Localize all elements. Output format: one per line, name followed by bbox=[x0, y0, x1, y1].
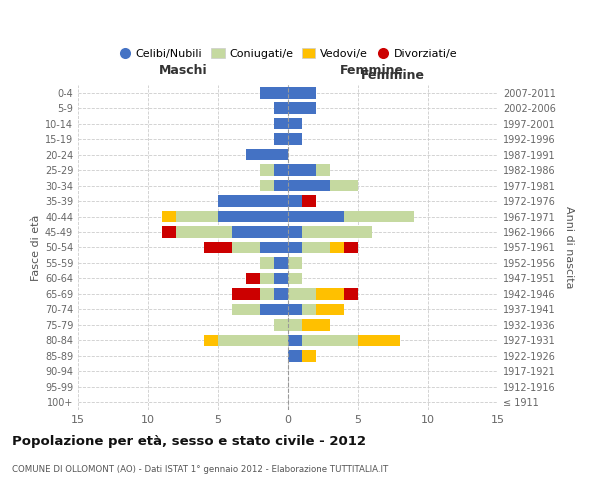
Bar bbox=[260, 164, 274, 176]
Bar bbox=[260, 304, 288, 315]
Bar bbox=[288, 87, 316, 99]
Bar bbox=[232, 242, 260, 254]
Bar bbox=[176, 210, 218, 222]
Bar bbox=[260, 257, 274, 269]
Bar bbox=[260, 272, 274, 284]
Bar bbox=[288, 319, 302, 330]
Bar bbox=[274, 257, 288, 269]
Bar bbox=[302, 242, 330, 254]
Bar bbox=[288, 257, 302, 269]
Y-axis label: Anni di nascita: Anni di nascita bbox=[564, 206, 574, 288]
Bar bbox=[232, 304, 260, 315]
Bar bbox=[274, 180, 288, 192]
Bar bbox=[274, 272, 288, 284]
Bar bbox=[288, 196, 302, 207]
Bar bbox=[288, 118, 302, 130]
Bar bbox=[288, 226, 302, 238]
Bar bbox=[344, 288, 358, 300]
Bar bbox=[162, 226, 176, 238]
Text: Femmine: Femmine bbox=[340, 64, 404, 78]
Bar bbox=[288, 210, 344, 222]
Bar bbox=[246, 149, 288, 160]
Bar bbox=[288, 134, 302, 145]
Bar bbox=[288, 242, 302, 254]
Bar bbox=[218, 210, 288, 222]
Bar bbox=[260, 180, 274, 192]
Bar bbox=[302, 350, 316, 362]
Bar bbox=[176, 226, 232, 238]
Bar bbox=[302, 196, 316, 207]
Bar bbox=[274, 288, 288, 300]
Bar bbox=[204, 242, 232, 254]
Bar bbox=[288, 350, 302, 362]
Bar bbox=[274, 319, 288, 330]
Text: COMUNE DI OLLOMONT (AO) - Dati ISTAT 1° gennaio 2012 - Elaborazione TUTTITALIA.I: COMUNE DI OLLOMONT (AO) - Dati ISTAT 1° … bbox=[12, 465, 388, 474]
Bar bbox=[232, 226, 288, 238]
Bar bbox=[316, 288, 344, 300]
Bar bbox=[274, 102, 288, 114]
Bar bbox=[246, 272, 260, 284]
Bar bbox=[288, 164, 316, 176]
Bar bbox=[274, 134, 288, 145]
Legend: Celibi/Nubili, Coniugati/e, Vedovi/e, Divorziati/e: Celibi/Nubili, Coniugati/e, Vedovi/e, Di… bbox=[118, 48, 458, 59]
Bar bbox=[302, 334, 358, 346]
Text: Popolazione per età, sesso e stato civile - 2012: Popolazione per età, sesso e stato civil… bbox=[12, 435, 366, 448]
Y-axis label: Fasce di età: Fasce di età bbox=[31, 214, 41, 280]
Text: Femmine: Femmine bbox=[361, 68, 425, 82]
Bar bbox=[344, 242, 358, 254]
Text: Maschi: Maschi bbox=[158, 64, 208, 78]
Bar bbox=[288, 180, 330, 192]
Bar bbox=[302, 319, 330, 330]
Bar bbox=[274, 118, 288, 130]
Bar bbox=[316, 304, 344, 315]
Bar bbox=[260, 242, 288, 254]
Bar bbox=[274, 164, 288, 176]
Bar bbox=[316, 164, 330, 176]
Bar bbox=[288, 272, 302, 284]
Bar bbox=[260, 288, 274, 300]
Bar bbox=[288, 304, 302, 315]
Bar bbox=[288, 102, 316, 114]
Bar bbox=[302, 304, 316, 315]
Bar bbox=[344, 210, 414, 222]
Bar bbox=[358, 334, 400, 346]
Bar bbox=[204, 334, 218, 346]
Bar bbox=[260, 87, 288, 99]
Bar bbox=[218, 334, 288, 346]
Bar bbox=[330, 242, 344, 254]
Bar bbox=[232, 288, 260, 300]
Bar bbox=[288, 288, 316, 300]
Bar bbox=[162, 210, 176, 222]
Bar bbox=[302, 226, 372, 238]
Bar bbox=[288, 334, 302, 346]
Bar bbox=[330, 180, 358, 192]
Bar bbox=[218, 196, 288, 207]
